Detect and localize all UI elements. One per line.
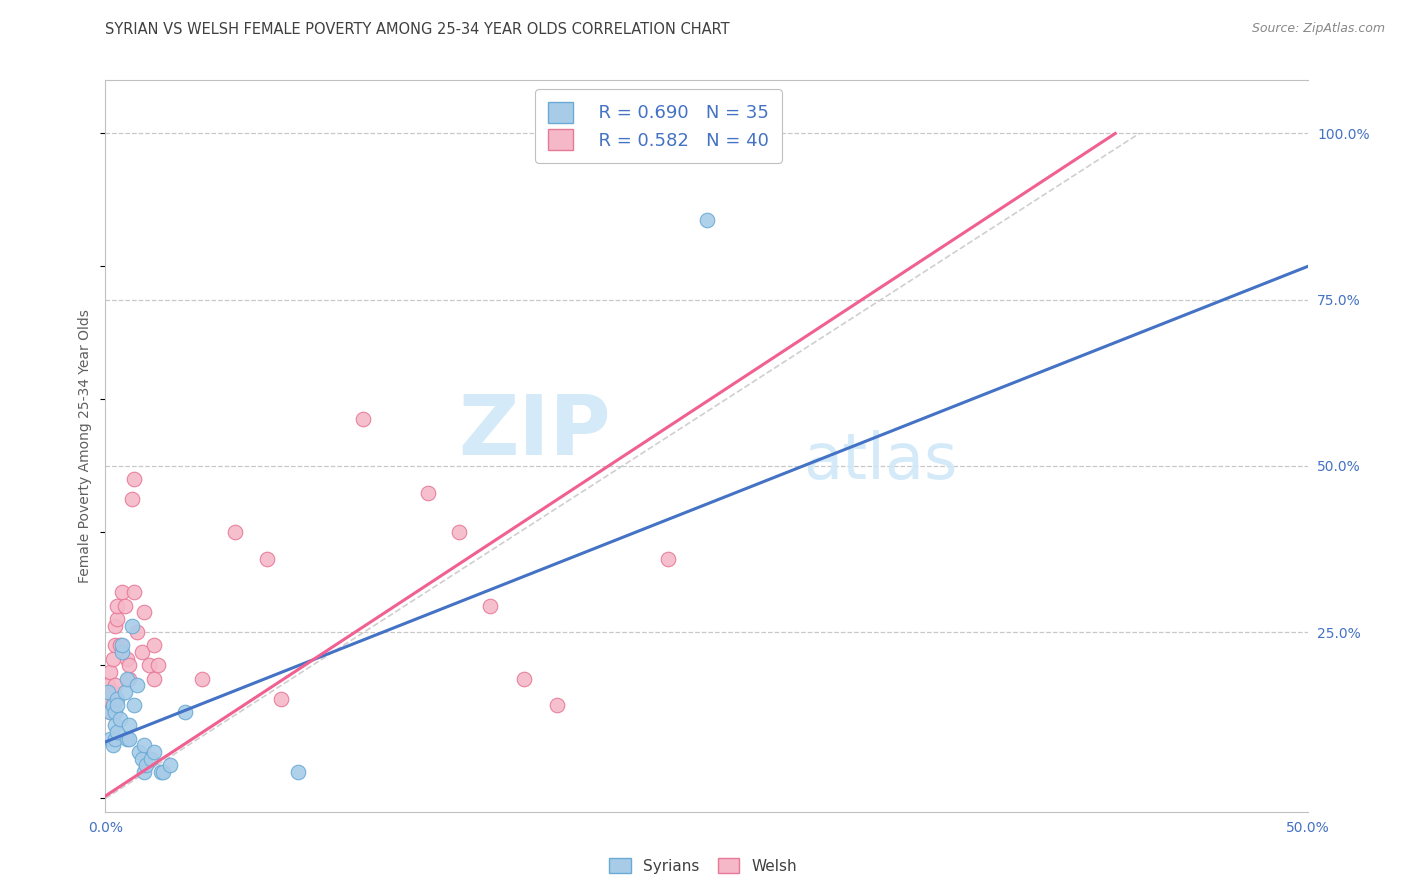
- Point: [101, 652, 124, 666]
- Point: [479, 599, 502, 613]
- Point: [104, 618, 127, 632]
- Point: [657, 552, 679, 566]
- Point: [224, 525, 246, 540]
- Point: [107, 612, 129, 626]
- Text: SYRIAN VS WELSH FEMALE POVERTY AMONG 25-34 YEAR OLDS CORRELATION CHART: SYRIAN VS WELSH FEMALE POVERTY AMONG 25-…: [105, 22, 730, 37]
- Point: [111, 639, 134, 653]
- Point: [704, 127, 727, 141]
- Point: [98, 705, 121, 719]
- Text: Source: ZipAtlas.com: Source: ZipAtlas.com: [1251, 22, 1385, 36]
- Point: [152, 764, 174, 779]
- Point: [115, 672, 138, 686]
- Point: [416, 485, 439, 500]
- Point: [132, 605, 155, 619]
- Point: [148, 658, 170, 673]
- Point: [125, 625, 148, 640]
- Point: [111, 585, 134, 599]
- Point: [131, 645, 153, 659]
- Point: [124, 585, 146, 599]
- Point: [142, 639, 165, 653]
- Point: [97, 691, 120, 706]
- Point: [125, 678, 148, 692]
- Point: [139, 751, 162, 765]
- Point: [101, 685, 124, 699]
- Point: [132, 738, 155, 752]
- Point: [173, 705, 195, 719]
- Point: [104, 731, 127, 746]
- Point: [98, 705, 121, 719]
- Point: [513, 672, 536, 686]
- Point: [104, 639, 127, 653]
- Point: [121, 492, 143, 507]
- Point: [190, 672, 212, 686]
- Point: [101, 698, 124, 713]
- Y-axis label: Female Poverty Among 25-34 Year Olds: Female Poverty Among 25-34 Year Olds: [79, 309, 93, 583]
- Point: [118, 672, 141, 686]
- Point: [107, 691, 129, 706]
- Point: [107, 599, 129, 613]
- Point: [97, 678, 120, 692]
- Point: [98, 665, 121, 679]
- Point: [104, 718, 127, 732]
- Point: [111, 645, 134, 659]
- Point: [121, 618, 143, 632]
- Point: [142, 672, 165, 686]
- Point: [135, 758, 157, 772]
- Point: [131, 751, 153, 765]
- Point: [98, 731, 121, 746]
- Point: [115, 731, 138, 746]
- Point: [696, 213, 718, 227]
- Point: [107, 698, 129, 713]
- Point: [114, 599, 136, 613]
- Point: [124, 472, 146, 486]
- Point: [124, 698, 146, 713]
- Legend:   R = 0.690   N = 35,   R = 0.582   N = 40: R = 0.690 N = 35, R = 0.582 N = 40: [536, 89, 782, 162]
- Text: ZIP: ZIP: [458, 391, 610, 472]
- Point: [138, 658, 160, 673]
- Point: [149, 764, 172, 779]
- Point: [128, 745, 150, 759]
- Point: [101, 738, 124, 752]
- Point: [104, 705, 127, 719]
- Point: [107, 725, 129, 739]
- Point: [132, 764, 155, 779]
- Point: [118, 658, 141, 673]
- Point: [115, 652, 138, 666]
- Point: [114, 685, 136, 699]
- Point: [108, 639, 131, 653]
- Point: [118, 718, 141, 732]
- Point: [447, 525, 470, 540]
- Point: [142, 745, 165, 759]
- Point: [546, 698, 568, 713]
- Point: [159, 758, 181, 772]
- Point: [270, 691, 292, 706]
- Point: [108, 712, 131, 726]
- Point: [287, 764, 309, 779]
- Legend: Syrians, Welsh: Syrians, Welsh: [603, 852, 803, 880]
- Text: atlas: atlas: [803, 430, 957, 491]
- Point: [256, 552, 278, 566]
- Point: [352, 412, 374, 426]
- Point: [118, 731, 141, 746]
- Point: [101, 698, 124, 713]
- Point: [97, 685, 120, 699]
- Point: [104, 678, 127, 692]
